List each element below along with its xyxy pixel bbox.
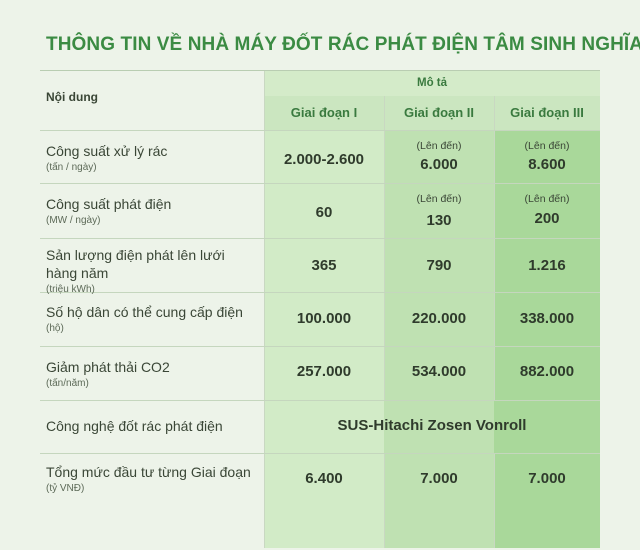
row-divider (40, 292, 600, 293)
table-cell-prefix: (Lên đến) (416, 140, 462, 152)
table-row-label: Công nghệ đốt rác phát điện (40, 417, 264, 435)
row-divider (40, 183, 600, 184)
row-unit: (hộ) (46, 323, 64, 334)
table-row-label: Công suất xử lý rác (tấn / ngày) (40, 142, 264, 173)
table-cell-value: 2.000-2.600 (283, 151, 365, 168)
row-title: Công suất xử lý rác (46, 143, 168, 159)
table-cell-prefix: (Lên đến) (524, 140, 570, 152)
row-title: Sản lượng điện phát lên lưới hàng năm (46, 247, 225, 281)
table-cell-value: 6.400 (305, 470, 343, 487)
row-unit: (MW / ngày) (46, 215, 101, 226)
row-divider (40, 238, 600, 239)
table-row-label: Giảm phát thải CO2 (tấn/năm) (40, 358, 264, 389)
row-divider (40, 400, 600, 401)
phase-3-header: Giai đoạn III (510, 105, 584, 120)
table-cell-value: 7.000 (420, 470, 458, 487)
column-divider (384, 453, 385, 548)
table-cell-prefix: (Lên đến) (524, 193, 570, 205)
column-divider (494, 96, 495, 400)
table-cell-prefix: (Lên đến) (416, 193, 462, 205)
column-divider (384, 96, 385, 400)
row-unit: (tấn/năm) (46, 378, 89, 389)
description-header: Mô tả (416, 77, 448, 89)
content-header: Nội dung (46, 90, 98, 104)
table-cell-value: 1.216 (528, 257, 566, 274)
table-row-label: Công suất phát điện (MW / ngày) (40, 195, 264, 226)
row-divider (40, 70, 600, 71)
row-unit: (triệu kWh) (46, 284, 95, 295)
row-unit: (tấn / ngày) (46, 162, 97, 173)
table-cell-value: 200 (534, 210, 560, 227)
table-cell-value: 60 (315, 204, 333, 221)
phase-2-column-bg (384, 130, 494, 548)
table-cell-value: 790 (426, 257, 452, 274)
merged-technology-cell: SUS-Hitachi Zosen Vonroll (337, 417, 527, 434)
phase-2-header: Giai đoạn II (403, 105, 475, 120)
phase-1-column-bg (264, 130, 384, 548)
info-table: Nội dung Mô tả Giai đoạn I Giai đoạn II … (40, 70, 600, 548)
row-title: Công nghệ đốt rác phát điện (46, 418, 223, 434)
page-title: THÔNG TIN VỀ NHÀ MÁY ĐỐT RÁC PHÁT ĐIỆN T… (46, 34, 640, 55)
column-divider (494, 453, 495, 548)
table-cell-value: 130 (426, 212, 452, 229)
table-cell-value: 100.000 (296, 310, 352, 327)
table-cell-value: 220.000 (411, 310, 467, 327)
table-cell-value: 8.600 (528, 156, 566, 173)
row-title: Số hộ dân có thể cung cấp điện (46, 304, 243, 320)
table-cell-value: 338.000 (519, 310, 575, 327)
row-divider (40, 453, 600, 454)
table-cell-value: 257.000 (296, 363, 352, 380)
row-unit: (tỷ VNĐ) (46, 483, 85, 494)
table-cell-value: 7.000 (528, 470, 566, 487)
column-divider (264, 70, 265, 548)
table-cell-value: 882.000 (519, 363, 575, 380)
table-row-label: Sản lượng điện phát lên lưới hàng năm (t… (40, 246, 240, 295)
row-title: Giảm phát thải CO2 (46, 359, 170, 375)
phase-3-column-bg (494, 130, 600, 548)
table-cell-value: 534.000 (411, 363, 467, 380)
table-cell-value: 6.000 (420, 156, 458, 173)
row-divider (40, 130, 600, 131)
table-cell-value: 365 (311, 257, 337, 274)
row-divider (40, 346, 600, 347)
header-top-background (264, 70, 600, 96)
table-row-label: Tổng mức đầu tư từng Giai đoạn (tỷ VNĐ) (40, 463, 264, 494)
phase-1-header: Giai đoạn I (290, 105, 358, 120)
row-title: Công suất phát điện (46, 196, 172, 212)
table-row-label: Số hộ dân có thể cung cấp điện (hộ) (40, 303, 264, 334)
row-title: Tổng mức đầu tư từng Giai đoạn (46, 464, 251, 480)
